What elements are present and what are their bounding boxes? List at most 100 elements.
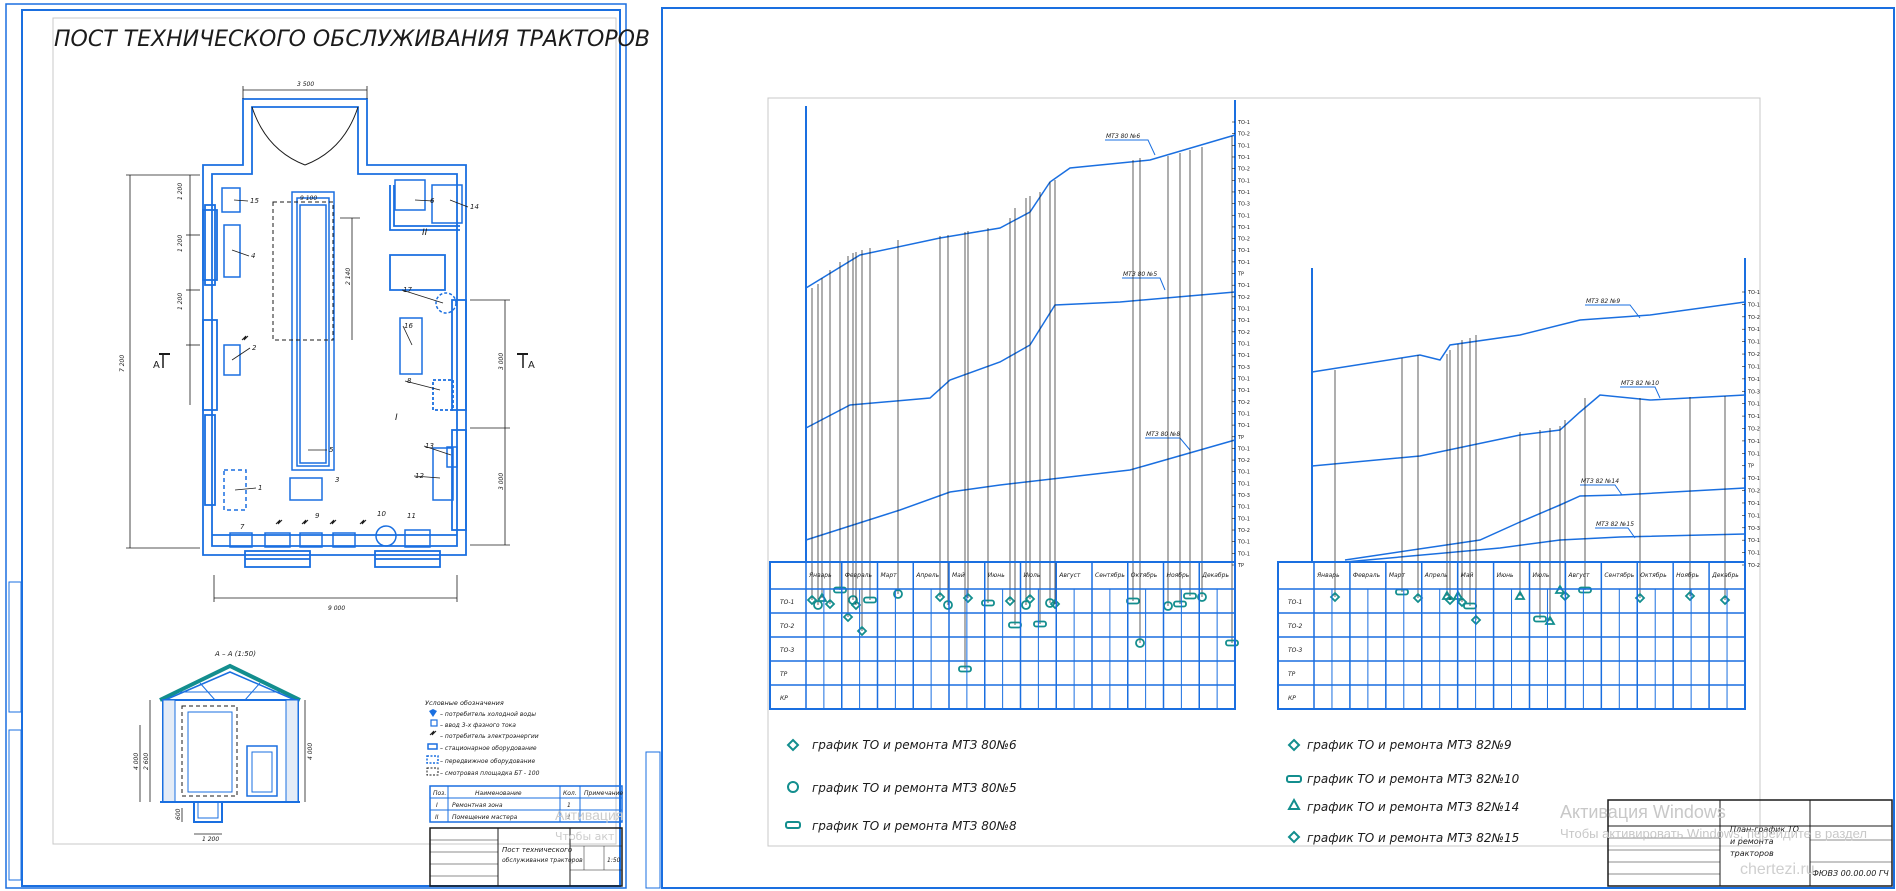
equip-label-1: 1	[258, 484, 262, 492]
right-marker-diamond	[1719, 594, 1731, 606]
left-tick-label: ТО-2	[1237, 400, 1250, 406]
left-tick-label: ТО-1	[1237, 481, 1250, 487]
left-tick-label: ТО-2	[1237, 330, 1250, 336]
right-line-name-2: МТЗ 82 №10	[1621, 380, 1659, 387]
left-tick-label: ТО-2	[1237, 295, 1250, 301]
left-marker-circle	[1135, 638, 1145, 648]
left-tick-label: ТО-1	[1237, 143, 1250, 149]
right-marker-diamond	[1412, 592, 1424, 604]
left-tick-label: ТО-1	[1237, 225, 1250, 231]
left-tick-label: ТО-1	[1237, 505, 1250, 511]
equip-label-16: 16	[404, 322, 413, 330]
equip-label-5: 5	[329, 446, 334, 454]
left-marker-diamond	[1049, 598, 1061, 610]
right-line-name-4: МТЗ 82 №15	[1596, 521, 1634, 528]
right-month-label: Январь	[1316, 572, 1340, 579]
right-line-name-3: МТЗ 82 №14	[1581, 478, 1619, 485]
dimension-lines	[126, 86, 510, 602]
line-mtz82-9	[1311, 301, 1746, 373]
equip-label-17: 17	[403, 286, 412, 294]
room-table-h-note: Примечание	[584, 790, 623, 797]
right-right-tick-labels: ТО-1 ТО-1 ТО-2 ТО-1 ТО-1 ТО-2 ТО-1 ТО-1 ТО-3 ТО-1…	[1742, 290, 1760, 569]
plan-title: ПОСТ ТЕХНИЧЕСКОГО ОБСЛУЖИВАНИЯ ТРАКТОРОВ	[54, 27, 650, 52]
dim-right-a: 3 000	[498, 353, 505, 370]
room-table-h-name: Наименование	[475, 790, 522, 797]
left-tick-label: ТО-3	[1237, 493, 1250, 499]
sheet1-frame	[21, 9, 621, 887]
dim-top: 3 500	[297, 81, 314, 88]
room-table-h-qty: Кол.	[563, 790, 577, 797]
sheet-floor-plan: ПОСТ ТЕХНИЧЕСКОГО ОБСЛУЖИВАНИЯ ТРАКТОРОВ	[5, 3, 650, 889]
right-tick-label: ТО-2	[1747, 427, 1760, 433]
section-label: А – А (1:50)	[214, 650, 256, 658]
left-right-tick-labels: ТО-1 ТО-2 ТО-1 ТО-1 ТО-2 ТО-1 ТО-1 ТО-3 ТО-1 ТО-1…	[1232, 120, 1250, 569]
equip-label-3: 3	[335, 476, 339, 484]
right-marker-triangle	[1514, 590, 1526, 600]
left-row-label: ТО-2	[780, 623, 795, 630]
left-month-label: Апрель	[915, 572, 939, 579]
left-month-label: Октябрь	[1131, 572, 1158, 579]
legend-heading: Условные обозначения	[425, 699, 504, 707]
room-table-r1-qty: 1	[567, 802, 571, 809]
legend-water-icon	[429, 709, 437, 717]
schedule-legend-right: график ТО и ремонта МТЗ 82№9 график ТО и…	[1286, 738, 1520, 845]
legend-diamond-icon	[786, 738, 800, 752]
legend-item-mobile: – передвижное оборудование	[440, 758, 535, 765]
right-month-label: Сентябрь	[1604, 572, 1634, 579]
left-month-label: Январь	[808, 572, 832, 579]
right-tick-label: ТО-1	[1747, 377, 1760, 383]
building-walls	[202, 98, 467, 568]
left-tick-label: ТР	[1237, 272, 1244, 278]
equipment-round-10	[375, 525, 397, 547]
legend-capsule-icon-2	[1286, 775, 1302, 783]
legend-right-3: график ТО и ремонта МТЗ 82№14	[1307, 800, 1519, 814]
left-marker-capsule	[1173, 600, 1187, 608]
sheet2-inner-area	[767, 97, 1761, 847]
left-row-label: ТО-3	[780, 647, 795, 654]
legend-platform-icon	[426, 767, 439, 776]
left-row-label: ТР	[780, 671, 788, 678]
left-tick-label: ТО-1	[1237, 190, 1250, 196]
left-tick-label: ТО-1	[1237, 353, 1250, 359]
dim-inner-a: 9 100	[300, 195, 317, 202]
right-tick-label: ТО-1	[1747, 476, 1760, 482]
legend-power-input-icon	[430, 719, 438, 727]
right-tick-label: ТО-1	[1747, 327, 1760, 333]
sheet-schedule: МТЗ 80 №6 МТЗ 80 №5 МТЗ 80 №8 ТО-1ТО-2ТО…	[645, 7, 1895, 889]
title-block-1: Пост технического обслуживания тракторов…	[429, 827, 623, 887]
sec-dim-left1: 2 600	[143, 753, 150, 770]
left-tick-label: ТО-1	[1237, 376, 1250, 382]
room-table-r2-pos: II	[435, 814, 439, 821]
room-table-r1-name: Ремонтная зона	[452, 802, 503, 809]
stamp1-title-line2: обслуживания тракторов	[502, 857, 583, 864]
right-month-label: Октябрь	[1640, 572, 1667, 579]
equip-label-2: 2	[252, 344, 257, 352]
legend-mobile-icon	[426, 755, 439, 764]
right-tick-label: ТР	[1747, 464, 1754, 470]
left-tick-label: ТО-2	[1237, 528, 1250, 534]
room-table-h-pos: Поз.	[433, 790, 446, 797]
sec-dim-low: 600	[175, 808, 182, 820]
left-month-label: Май	[952, 572, 965, 579]
legend-circle-icon	[787, 781, 799, 793]
left-tick-label: ТО-2	[1237, 167, 1250, 173]
left-marker-capsule	[833, 586, 847, 594]
sec-dim-height: 4 000	[307, 743, 314, 760]
gate-arcs	[251, 106, 359, 166]
legend-left-3: график ТО и ремонта МТЗ 80№8	[812, 819, 1017, 833]
left-month-label: Июнь	[988, 572, 1005, 579]
dim-right-b: 3 000	[498, 473, 505, 490]
tractor-outline	[272, 201, 334, 341]
stamp2-title-line3: тракторов	[1730, 849, 1774, 858]
legend-capsule-icon	[785, 821, 801, 829]
left-marker-capsule	[981, 599, 995, 607]
dim-inner-b: 2 140	[345, 268, 352, 285]
stamp1-title-line1: Пост технического	[502, 846, 572, 854]
legend-item-power: – ввод 3-х фазного тока	[440, 722, 516, 729]
plan-legend: Условные обозначения – потребитель холод…	[425, 699, 540, 777]
left-marker-circle	[1021, 600, 1031, 610]
right-marker-capsule	[1578, 586, 1592, 594]
section-dims	[139, 700, 306, 835]
right-row-label: ТО-1	[1288, 599, 1302, 606]
